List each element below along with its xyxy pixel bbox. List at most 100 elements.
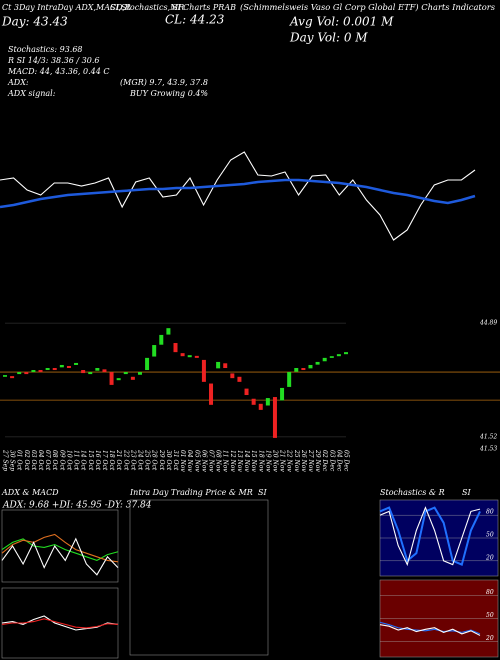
candle — [265, 398, 270, 406]
candle — [95, 368, 100, 371]
x-tick-label: 19 Nov — [264, 450, 271, 472]
x-tick-label: 18 Nov — [257, 450, 264, 472]
candle — [66, 365, 71, 369]
y-tick-label: 50 — [486, 612, 494, 619]
series-line — [379, 506, 481, 566]
candle — [187, 355, 192, 358]
x-tick-label: 17 Oct — [101, 450, 108, 471]
y-tick-label: 50 — [486, 532, 494, 539]
x-tick-label: 14 Nov — [243, 450, 250, 472]
x-tick-label: 15 Oct — [87, 450, 94, 471]
candle — [201, 359, 206, 382]
x-tick-label: 26 Nov — [300, 449, 307, 472]
x-tick-label: 24 Oct — [136, 449, 143, 471]
header-text: SI Charts PRAB — [172, 3, 236, 12]
candle — [216, 361, 221, 369]
candle — [123, 372, 128, 375]
candle — [45, 368, 50, 371]
candle — [17, 372, 22, 375]
x-tick-label: 28 Oct — [151, 449, 158, 471]
candle — [223, 363, 228, 369]
series-line — [1, 538, 119, 561]
x-tick-label: 11 Oct — [73, 450, 80, 471]
x-tick-label: 25 Nov — [293, 449, 300, 472]
candle — [258, 403, 263, 410]
x-tick-label: 16 Oct — [94, 450, 101, 471]
candle — [287, 372, 292, 387]
panel-title: SI — [462, 488, 471, 497]
x-tick-label: 06 Nov — [200, 450, 207, 472]
series-line — [1, 537, 119, 576]
panel-title: Intra Day Trading Price & MR — [129, 488, 253, 497]
series-line — [379, 624, 481, 636]
header-text: Ct 3Day IntraDay ADX,MACD,R — [2, 3, 131, 12]
y-tick-label: 80 — [486, 509, 494, 516]
day-vol-text: Day Vol: 0 M — [289, 31, 368, 45]
x-tick-label: 10 Oct — [65, 450, 72, 471]
candle — [344, 352, 348, 355]
x-tick-label: 03 Oct — [30, 450, 37, 471]
candle — [209, 383, 214, 405]
series-line — [1, 618, 119, 629]
candle — [130, 376, 135, 380]
x-tick-label: 01 Nov — [179, 450, 186, 472]
series-line — [0, 178, 476, 209]
x-tick-label: 27 Nov — [307, 449, 314, 472]
x-tick-label: 23 Oct — [129, 449, 136, 471]
x-tick-label: 05 Nov — [193, 450, 200, 472]
x-tick-label: 09 Oct — [58, 450, 65, 471]
x-tick-label: 07 Oct — [44, 450, 51, 471]
x-tick-label: 29 Oct — [158, 449, 165, 471]
candle — [329, 356, 334, 358]
y-tick-label: 20 — [485, 635, 494, 642]
x-tick-label: 29 Nov — [314, 449, 321, 472]
adx-values: (MGR) 9.7, 43.9, 37.8 — [120, 78, 208, 87]
x-tick-label: 13 Nov — [236, 450, 243, 472]
candle — [294, 368, 299, 372]
x-tick-label: 21 Oct — [115, 449, 122, 471]
panel-frame — [1, 509, 119, 583]
x-tick-label: 05 Dec — [343, 450, 350, 472]
series-line — [0, 151, 476, 241]
x-tick-label: 08 Oct — [51, 450, 58, 471]
close-text: CL: 44.23 — [165, 13, 225, 27]
candle — [109, 372, 114, 385]
candle — [10, 376, 15, 379]
candle — [194, 355, 199, 358]
x-tick-label: 02 Oct — [23, 450, 30, 471]
candle — [237, 376, 242, 382]
candle — [230, 373, 235, 379]
series-line — [379, 506, 481, 567]
y-tick-label: 41.52 — [479, 433, 497, 440]
x-tick-label: 03 Dec — [328, 450, 335, 472]
candle — [59, 364, 64, 368]
candle — [173, 343, 178, 353]
panel-title: ADX & MACD — [1, 488, 59, 497]
x-tick-label: 08 Nov — [215, 450, 222, 472]
candle — [272, 397, 277, 438]
x-tick-label: 22 Oct — [122, 449, 129, 471]
adx-signal-value: BUY Growing 0.4% — [129, 89, 208, 98]
candle — [52, 368, 57, 371]
candle — [137, 372, 142, 375]
adx-signal-text: ADX signal: — [7, 89, 56, 98]
header-text: SI,Stochastics,MR — [110, 3, 184, 12]
y-tick-label: 20 — [485, 554, 494, 561]
x-tick-label: 31 Oct — [172, 450, 179, 471]
candle — [145, 357, 150, 371]
x-tick-label: 12 Nov — [229, 450, 236, 472]
candle — [322, 357, 327, 362]
price-label: 41.53 — [479, 446, 497, 453]
x-tick-label: 27 Sep — [2, 449, 9, 471]
candle — [180, 353, 185, 357]
x-tick-label: 21 Nov — [279, 449, 286, 472]
candle — [74, 362, 79, 365]
adx-text: ADX: — [7, 78, 29, 87]
stoch-text: Stochastics: 93.68 — [8, 45, 83, 54]
panel-title: SI — [258, 488, 267, 497]
candle — [301, 368, 306, 371]
x-tick-label: 30 Oct — [165, 450, 172, 471]
series-line — [1, 533, 119, 563]
